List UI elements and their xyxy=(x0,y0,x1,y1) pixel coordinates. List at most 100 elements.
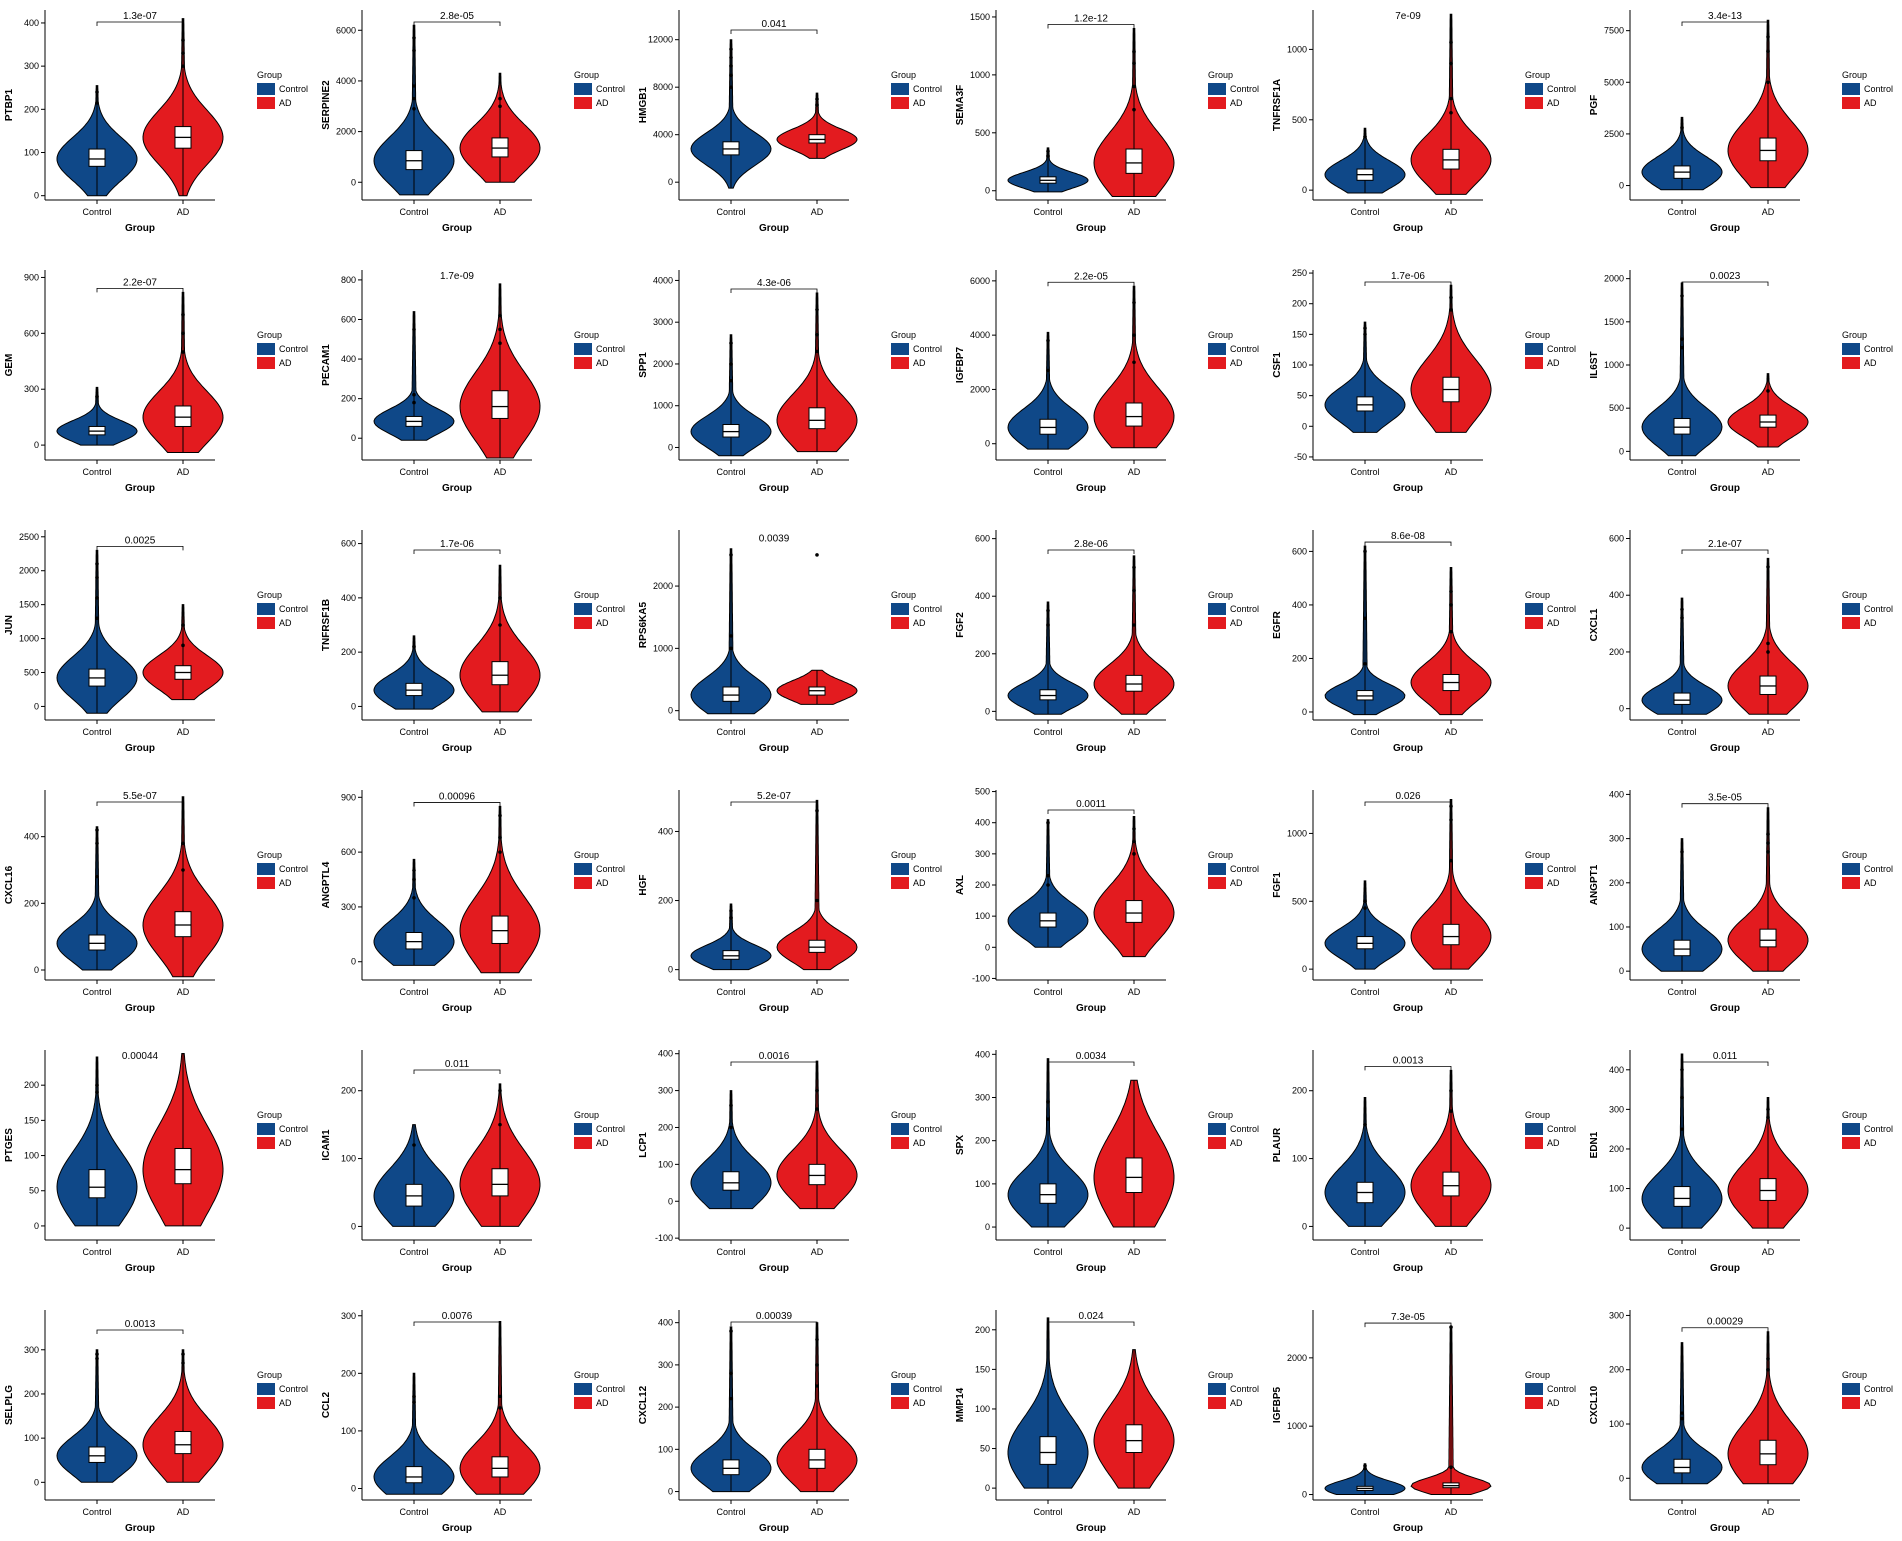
y-tick-label: 200 xyxy=(1609,1144,1624,1154)
p-value-label: 2.8e-05 xyxy=(440,11,474,22)
x-tick-label-control: Control xyxy=(1667,1507,1696,1517)
violin-panel-tnfrsf1b: 0 200 400 600 TNFRSF1B Control AD Group 1.7e-06 G… xyxy=(321,530,625,754)
legend-title: Group xyxy=(1208,1110,1233,1120)
y-tick-label: 1000 xyxy=(19,634,39,644)
violin-panel-jun: 0 500 1000 1500 2000 2500 JUN Control AD Group 0.0… xyxy=(4,530,308,754)
violin-panel-fgf2: 0 200 400 600 FGF2 Control AD Group 2.8e-06 Group… xyxy=(955,530,1259,754)
outlier-point xyxy=(1132,84,1136,89)
outlier-point xyxy=(1449,40,1453,45)
x-tick-label-control: Control xyxy=(82,467,111,477)
legend-title: Group xyxy=(891,330,916,340)
violin-panel-ccl2: 0 100 200 300 CCL2 Control AD Group 0.0076 Group C… xyxy=(321,1310,625,1534)
legend-label-ad: AD xyxy=(596,878,609,888)
box-ad xyxy=(1759,928,1777,948)
x-tick-label-control: Control xyxy=(399,207,428,217)
y-tick-label: 1000 xyxy=(1287,1421,1307,1431)
legend-label-ad: AD xyxy=(1864,358,1877,368)
outlier-point xyxy=(181,643,185,648)
box-control xyxy=(1673,1458,1691,1474)
box-control xyxy=(405,932,423,950)
p-value-label: 5.2e-07 xyxy=(757,791,791,802)
y-tick-label: 1500 xyxy=(19,600,39,610)
legend-swatch-control xyxy=(1842,343,1860,355)
y-tick-label: 400 xyxy=(341,593,356,603)
legend-swatch-ad xyxy=(1525,1397,1543,1409)
outlier-point xyxy=(412,1400,416,1404)
legend-swatch-control xyxy=(1208,343,1226,355)
outlier-point xyxy=(181,868,185,872)
x-axis-title: Group xyxy=(1076,1263,1106,1274)
outlier-point xyxy=(815,332,819,337)
box-control xyxy=(1039,1436,1057,1465)
y-tick-label: 200 xyxy=(341,1368,356,1378)
significance-bracket xyxy=(1364,1322,1452,1328)
y-tick-label: 0 xyxy=(985,439,990,449)
legend-swatch-ad xyxy=(1842,1397,1860,1409)
y-tick-label: 1000 xyxy=(1604,360,1624,370)
legend-title: Group xyxy=(1525,850,1550,860)
legend-swatch-control xyxy=(891,83,909,95)
x-axis-title: Group xyxy=(442,1003,472,1014)
box-control xyxy=(722,686,740,702)
legend-swatch-control xyxy=(1525,1123,1543,1135)
legend-label-ad: AD xyxy=(279,618,292,628)
legend-swatch-ad xyxy=(574,617,592,629)
y-tick-label: 300 xyxy=(24,1345,39,1355)
legend-swatch-control xyxy=(1842,1383,1860,1395)
y-tick-label: 12000 xyxy=(648,35,673,45)
box-control xyxy=(1356,396,1374,412)
legend-label-ad: AD xyxy=(1230,618,1243,628)
legend-label-ad: AD xyxy=(596,98,609,108)
outlier-point xyxy=(498,104,502,109)
significance-bracket xyxy=(413,802,501,807)
outlier-point xyxy=(1132,565,1136,570)
y-tick-label: 200 xyxy=(1609,647,1624,657)
legend-label-ad: AD xyxy=(596,618,609,628)
y-tick-label: 100 xyxy=(1609,1184,1624,1194)
legend-title: Group xyxy=(1842,850,1867,860)
violin-panel-pgf: 0 2500 5000 7500 PGF Control AD Group 3.4e-13 Gro… xyxy=(1589,10,1893,234)
y-tick-label: 0 xyxy=(1302,707,1307,717)
box-ad xyxy=(1125,900,1143,923)
x-tick-label-control: Control xyxy=(716,467,745,477)
legend-title: Group xyxy=(574,590,599,600)
x-axis-title: Group xyxy=(125,483,155,494)
legend-label-control: Control xyxy=(1547,84,1576,94)
box-control xyxy=(88,1446,106,1463)
outlier-point xyxy=(729,1329,733,1333)
outlier-point xyxy=(1449,110,1453,115)
legend-swatch-ad xyxy=(1842,617,1860,629)
significance-bracket xyxy=(413,1069,501,1074)
legend-label-control: Control xyxy=(1547,1124,1576,1134)
x-tick-label-control: Control xyxy=(716,987,745,997)
x-axis-title: Group xyxy=(125,1003,155,1014)
legend-label-control: Control xyxy=(1230,1124,1259,1134)
y-tick-label: 200 xyxy=(24,898,39,908)
legend-label-control: Control xyxy=(913,604,942,614)
outlier-point xyxy=(498,623,502,627)
p-value-label: 0.00039 xyxy=(756,1311,793,1322)
y-tick-label: 600 xyxy=(1609,534,1624,544)
p-value-label: 1.7e-06 xyxy=(440,539,474,550)
outlier-point xyxy=(1766,650,1770,654)
significance-bracket xyxy=(1681,549,1769,554)
significance-bracket xyxy=(413,549,501,554)
y-axis-title: ANGPTL4 xyxy=(321,861,332,908)
legend-swatch-control xyxy=(891,1123,909,1135)
x-tick-label-ad: AD xyxy=(494,1247,507,1257)
y-tick-label: 0 xyxy=(351,1221,356,1231)
legend-label-ad: AD xyxy=(1547,618,1560,628)
y-tick-label: 0 xyxy=(1619,704,1624,714)
legend-label-ad: AD xyxy=(913,1138,926,1148)
violin-panel-spp1: 0 1000 2000 3000 4000 SPP1 Control AD Group 4.3e-… xyxy=(638,270,942,494)
significance-bracket xyxy=(1364,281,1452,286)
y-tick-label: 0 xyxy=(1619,1223,1624,1233)
p-value-label: 2.1e-07 xyxy=(1708,539,1742,550)
outlier-point xyxy=(1449,1465,1453,1469)
outlier-point xyxy=(95,562,99,566)
y-tick-label: 200 xyxy=(975,1136,990,1146)
legend-label-control: Control xyxy=(596,604,625,614)
violin-panel-plaur: 0 100 200 PLAUR Control AD Group 0.0013 Group Con… xyxy=(1272,1050,1576,1274)
y-tick-label: -100 xyxy=(655,1233,673,1243)
x-tick-label-control: Control xyxy=(1033,1247,1062,1257)
